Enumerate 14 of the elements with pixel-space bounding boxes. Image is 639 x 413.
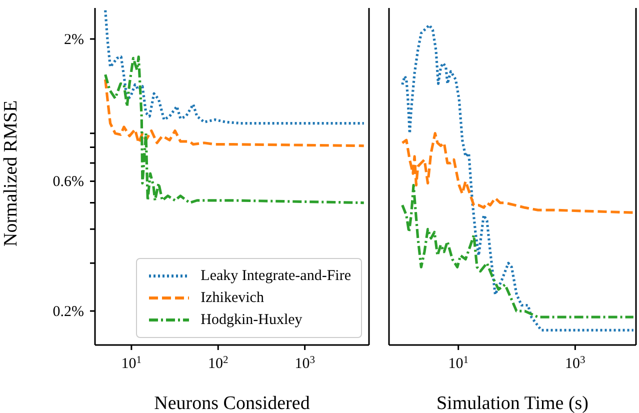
x-tick-label: 10$^{3}$ [294,354,315,372]
y-axis-title: Normalized RMSE [0,100,22,246]
x-tick-label: 10$^{3}$ [565,354,586,372]
y-tick-label: 0.2% [52,304,84,320]
x-axis-title: Neurons Considered [154,393,310,413]
y-tick-label: 0.6% [52,174,84,190]
x-tick-label: 10$^{1}$ [448,354,468,372]
legend-label: Hodgkin-Huxley [200,312,302,328]
legend-label: Leaky Integrate-and-Fire [200,268,351,284]
y-tick-label: 2% [64,32,84,48]
x-tick-label: 10$^{1}$ [121,354,142,372]
x-axis-title: Simulation Time (s) [436,393,589,413]
x-tick-label: 10$^{2}$ [208,354,228,372]
legend-label: Izhikevich [200,290,264,306]
